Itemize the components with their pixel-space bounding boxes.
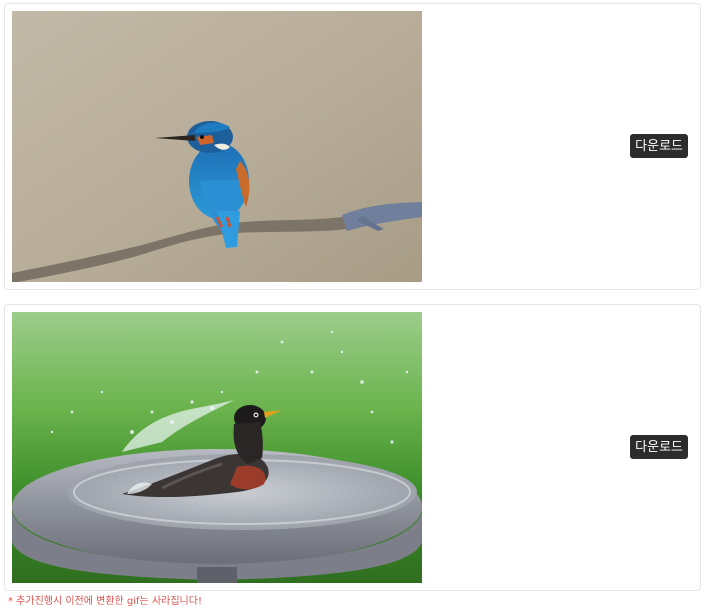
kingfisher-image — [12, 11, 422, 282]
download-button[interactable]: 다운로드 — [630, 435, 688, 459]
notice-text: * 추가진행시 이전에 변환한 gif는 사라집니다! — [8, 596, 202, 607]
robin-image — [12, 312, 422, 583]
gif-result-card: 다운로드 — [4, 304, 701, 591]
gif-result-card: 다운로드 — [4, 3, 701, 290]
download-button[interactable]: 다운로드 — [630, 134, 688, 158]
